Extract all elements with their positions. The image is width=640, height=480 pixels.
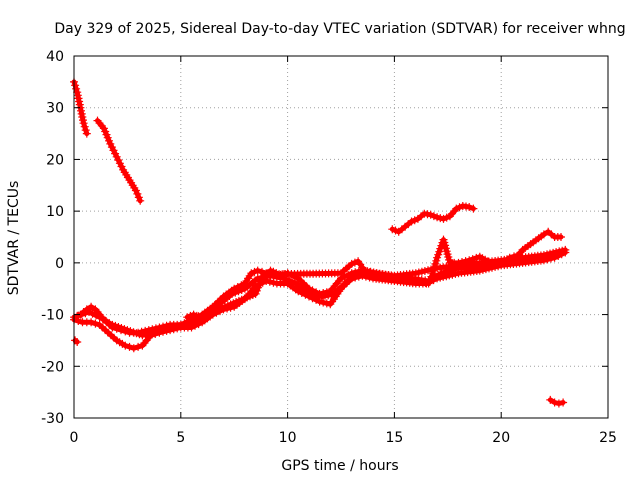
x-tick-label: 5 — [176, 430, 185, 446]
series-markers — [93, 116, 145, 205]
chart-title: Day 329 of 2025, Sidereal Day-to-day VTE… — [54, 21, 625, 37]
y-tick-label: -30 — [41, 411, 64, 427]
x-tick-label: 20 — [492, 430, 510, 446]
y-tick-label: 10 — [46, 204, 64, 220]
series-markers — [546, 395, 568, 408]
series-markers — [183, 227, 565, 322]
y-tick-label: 30 — [46, 101, 64, 117]
y-tick-label: -20 — [41, 359, 64, 375]
plot-frame — [73, 55, 609, 419]
y-tick-label: -10 — [41, 308, 64, 324]
ticks: 0 5 10 15 20 25 -30 -20 -10 0 10 20 30 40 — [41, 49, 617, 446]
y-tick-label: 0 — [55, 256, 64, 272]
series-outlier-low-right — [546, 395, 568, 408]
x-tick-label: 10 — [279, 430, 297, 446]
series-early-descent-2 — [93, 116, 145, 205]
x-tick-label: 0 — [70, 430, 79, 446]
y-axis-label: SDTVAR / TECUs — [6, 181, 22, 296]
series-markers — [71, 336, 82, 346]
x-axis-label: GPS time / hours — [281, 458, 398, 474]
data-series — [70, 77, 570, 408]
series-upper-segment — [388, 202, 478, 236]
x-tick-label: 15 — [385, 430, 403, 446]
series-outlier-low-left — [71, 336, 82, 346]
series-markers — [388, 202, 478, 236]
y-tick-label: 20 — [46, 152, 64, 168]
series-mid-excursions — [183, 227, 565, 322]
y-tick-label: 40 — [46, 49, 64, 65]
x-tick-label: 25 — [599, 430, 617, 446]
